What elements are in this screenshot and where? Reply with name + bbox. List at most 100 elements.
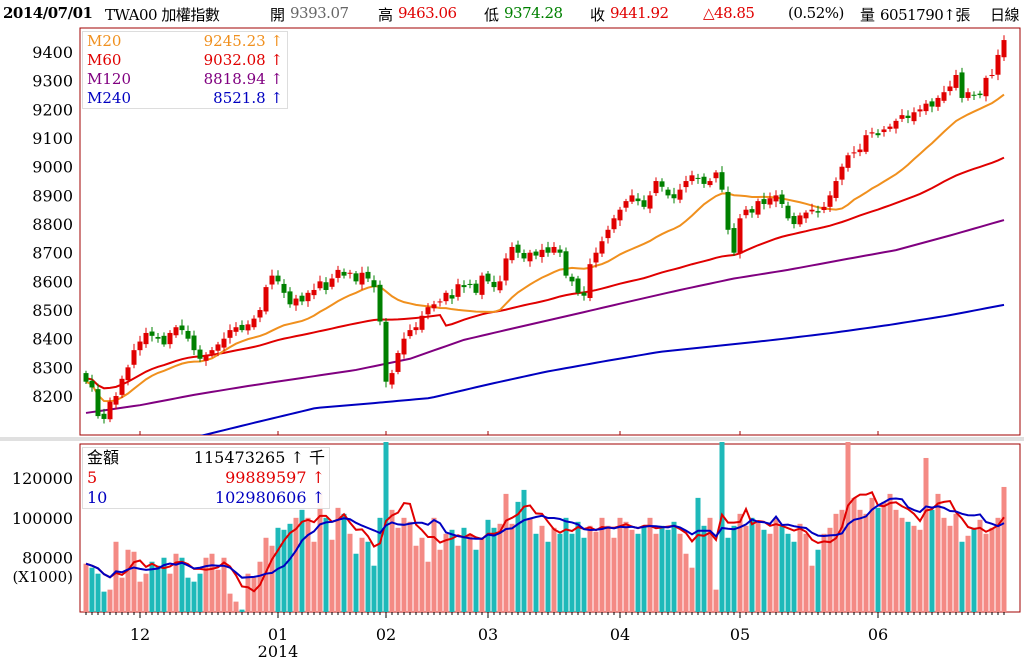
candle-body: [515, 244, 521, 253]
volume-bar: [347, 533, 353, 612]
volume-bar: [863, 513, 869, 612]
candle-body: [809, 209, 815, 212]
volume-tick-label: 100000: [12, 509, 73, 528]
candle-body: [125, 367, 131, 381]
candle-body: [407, 330, 413, 337]
candle-body: [665, 189, 671, 196]
candle-body: [299, 295, 305, 302]
candle-body: [425, 307, 431, 315]
low-label: 低: [484, 6, 499, 24]
volume-tick-label: 120000: [12, 469, 73, 488]
candle-body: [185, 330, 191, 339]
candle-body: [743, 209, 749, 216]
volume-bar: [629, 529, 635, 612]
volume-bar: [215, 569, 221, 612]
candle-body: [89, 380, 95, 388]
x-tick-label: 06: [868, 625, 888, 644]
volume-bar: [197, 573, 203, 612]
volume-bar: [887, 493, 893, 612]
volume-bar: [389, 509, 395, 612]
volume-bar: [617, 517, 623, 612]
volume-bar: [365, 541, 371, 612]
close-label: 收: [590, 6, 605, 24]
candle-body: [851, 152, 857, 154]
volume-bar: [701, 525, 707, 612]
price-tick-label: 9400: [32, 43, 73, 62]
volume-bar: [311, 541, 317, 612]
ma120-line: [85, 219, 1005, 414]
ma60-line: [85, 156, 1005, 390]
volume-bar: [641, 525, 647, 612]
volume-bar: [413, 545, 419, 612]
candle-body: [887, 126, 893, 129]
candle-body: [623, 201, 629, 208]
volume-bar: [965, 535, 971, 612]
volume-bar: [539, 525, 545, 612]
legend-amount: 金額 115473265 ↑ 千: [83, 448, 329, 468]
candle-body: [857, 149, 863, 153]
candle-body: [587, 264, 593, 298]
volume-bar: [911, 525, 917, 612]
volume-bar: [557, 533, 563, 612]
candle-body: [323, 282, 329, 290]
candle-body: [605, 229, 611, 239]
candle-body: [107, 401, 113, 420]
open-value: 9393.07: [290, 4, 349, 22]
legend-m20: M20 9245.23 ↑: [83, 32, 287, 51]
candle-body: [893, 120, 899, 129]
candle-body: [833, 181, 839, 198]
candle-body: [191, 335, 197, 351]
volume-bar: [101, 591, 107, 612]
volume-bar: [263, 537, 269, 612]
candle-body: [83, 373, 89, 382]
volume-bar: [635, 533, 641, 612]
volume-bar: [809, 565, 815, 612]
candle-body: [761, 199, 767, 204]
volume-axis-unit: (X1000): [12, 568, 73, 586]
price-tick-label: 9300: [32, 72, 73, 91]
candle-body: [713, 172, 719, 179]
candle-body: [173, 327, 179, 336]
candle-body: [455, 284, 461, 297]
volume-bar: [929, 509, 935, 612]
volume-bar: [941, 517, 947, 612]
candle-body: [539, 249, 545, 258]
candle-body: [119, 378, 125, 395]
volume-bar: [995, 517, 1001, 612]
volume-bar: [401, 517, 407, 612]
volume-bar: [269, 545, 275, 612]
candle-body: [245, 324, 251, 331]
candle-body: [533, 251, 539, 256]
candle-body: [467, 283, 473, 285]
candle-body: [527, 252, 533, 262]
candle-body: [953, 75, 959, 88]
volume-bar: [455, 545, 461, 612]
candle-body: [221, 338, 227, 348]
volume-bar: [785, 533, 791, 612]
candle-body: [707, 181, 713, 186]
period-selector[interactable]: 日線: [990, 6, 1020, 24]
candle-body: [95, 389, 101, 417]
candle-body: [545, 247, 551, 253]
candle-body: [995, 54, 1001, 75]
close-value: 9441.92: [610, 4, 669, 22]
candle-body: [767, 198, 773, 205]
candle-body: [935, 97, 941, 107]
volume-bar: [233, 601, 239, 612]
volume-bar: [815, 549, 821, 612]
volume-legend: 金額 115473265 ↑ 千 5 99889597 ↑ 10 102980606 …: [82, 447, 330, 509]
candle-body: [437, 301, 443, 303]
volume-bar: [575, 521, 581, 612]
volume-bar: [563, 517, 569, 612]
candle-body: [293, 298, 299, 306]
year-label: 2014: [258, 642, 299, 661]
volume-bar: [527, 517, 533, 612]
candle-body: [803, 212, 809, 219]
volume-bar: [899, 517, 905, 612]
candle-body: [551, 246, 557, 253]
volume-bar: [191, 581, 197, 612]
candle-body: [401, 338, 407, 355]
legend-m120: M120 8818.94 ↑: [83, 70, 287, 89]
volume-bar: [503, 493, 509, 612]
